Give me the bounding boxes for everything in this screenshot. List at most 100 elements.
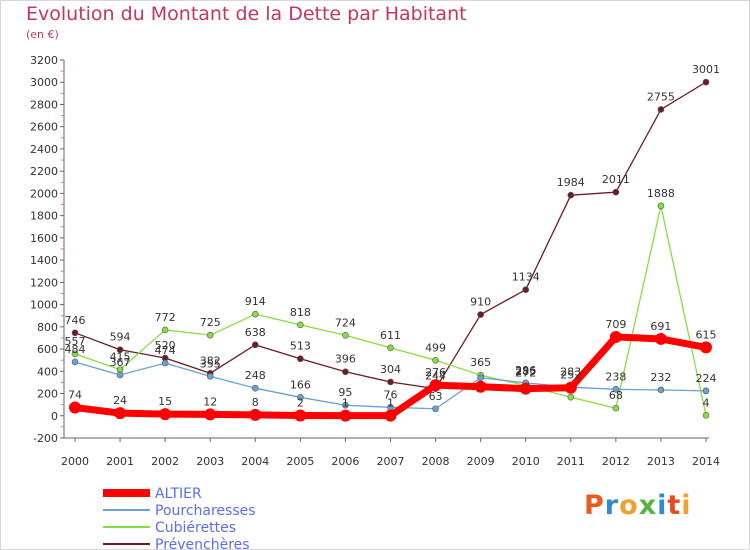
- logo-letter: P: [584, 490, 605, 521]
- data-point: [387, 378, 394, 386]
- chart-title: Evolution du Montant de la Dette par Hab…: [26, 3, 467, 25]
- data-label: 276: [425, 366, 446, 379]
- data-point: [161, 326, 169, 334]
- data-label: 914: [245, 295, 266, 308]
- data-label: 367: [110, 356, 131, 369]
- y-tick-label: 0: [51, 410, 58, 423]
- data-label: 8: [252, 396, 259, 409]
- logo-letter: o: [619, 490, 639, 521]
- data-label: 224: [696, 372, 717, 385]
- series-layer: [69, 78, 712, 422]
- data-label: 272: [515, 367, 536, 380]
- data-point: [477, 311, 484, 318]
- data-label: 252: [560, 369, 581, 382]
- logo-letter: t: [667, 490, 682, 521]
- data-point: [342, 401, 349, 409]
- data-label: 3001: [692, 63, 720, 76]
- y-tick-label: 2000: [30, 187, 58, 200]
- x-tick-label: 2008: [422, 455, 450, 468]
- y-tick-label: 400: [37, 365, 58, 378]
- data-point: [204, 408, 217, 421]
- data-label: 283: [560, 365, 581, 378]
- x-tick-label: 2011: [557, 455, 585, 468]
- data-label: 415: [110, 351, 131, 364]
- data-label: 474: [155, 344, 176, 357]
- data-point: [702, 412, 710, 419]
- data-point: [206, 372, 214, 380]
- logo-letter: i: [657, 490, 668, 521]
- data-label: 396: [335, 353, 356, 366]
- data-point: [432, 356, 439, 364]
- data-point: [474, 380, 487, 393]
- data-label: 691: [650, 320, 671, 333]
- data-point: [657, 386, 665, 394]
- data-label: 74: [68, 389, 82, 402]
- x-tick-label: 2005: [286, 455, 314, 468]
- data-label: 1984: [557, 176, 585, 189]
- data-point: [657, 106, 665, 113]
- data-point: [161, 359, 169, 367]
- data-point: [251, 310, 259, 318]
- legend-label: Cubiérettes: [155, 520, 236, 536]
- data-point: [206, 331, 214, 339]
- data-label: 15: [158, 395, 172, 408]
- data-label: 611: [380, 329, 401, 342]
- y-tick-label: 2400: [30, 143, 58, 156]
- data-label: 772: [155, 311, 176, 324]
- x-tick-label: 2012: [602, 455, 630, 468]
- data-point: [522, 286, 530, 293]
- legend-label: Prévenchères: [155, 537, 250, 550]
- data-point: [342, 368, 349, 376]
- data-point: [654, 332, 667, 345]
- data-point: [612, 404, 620, 412]
- data-point: [567, 191, 575, 199]
- data-label: 12: [203, 395, 217, 408]
- data-label: 818: [290, 306, 311, 319]
- data-label: 594: [110, 331, 131, 344]
- data-point: [702, 78, 710, 86]
- data-point: [519, 382, 532, 395]
- data-point: [71, 350, 79, 358]
- data-point: [339, 409, 352, 422]
- data-point: [387, 344, 394, 352]
- y-tick-label: 600: [37, 343, 58, 356]
- data-label: 520: [155, 339, 176, 352]
- data-label: 724: [335, 316, 356, 329]
- logo-letter: x: [638, 490, 658, 521]
- data-label: 910: [470, 296, 491, 309]
- legend: ALTIERPourcharessesCubiérettesPrévenchèr…: [103, 486, 256, 550]
- data-label: 232: [650, 371, 671, 384]
- data-label: 2011: [602, 173, 630, 186]
- data-point: [116, 371, 124, 379]
- data-point: [702, 387, 710, 395]
- data-label: 166: [290, 378, 311, 391]
- data-point: [71, 329, 79, 337]
- y-tick-label: 1800: [30, 210, 58, 223]
- data-point: [294, 409, 307, 422]
- x-tick-label: 2003: [196, 455, 224, 468]
- data-label: 513: [290, 340, 311, 353]
- data-point: [612, 188, 620, 196]
- data-point: [297, 321, 304, 329]
- data-label: 1: [342, 397, 349, 410]
- data-label: 2: [297, 397, 304, 410]
- y-tick-label: 2800: [30, 98, 58, 111]
- logo-letter: r: [604, 490, 620, 521]
- data-label: 557: [65, 335, 86, 348]
- data-point: [251, 384, 259, 392]
- data-point: [432, 405, 439, 413]
- data-point: [159, 408, 172, 421]
- data-label: 63: [429, 390, 443, 403]
- data-point: [612, 386, 620, 393]
- y-tick-label: 3200: [30, 54, 58, 67]
- y-tick-label: -200: [33, 432, 58, 445]
- legend-label: Pourcharesses: [155, 503, 256, 519]
- y-tick-label: 1600: [30, 232, 58, 245]
- data-label: 484: [65, 343, 86, 356]
- y-tick-label: 1000: [30, 299, 58, 312]
- data-point: [657, 202, 665, 210]
- x-tick-label: 2010: [512, 455, 540, 468]
- y-tick-label: 800: [37, 321, 58, 334]
- data-label: 76: [384, 388, 398, 401]
